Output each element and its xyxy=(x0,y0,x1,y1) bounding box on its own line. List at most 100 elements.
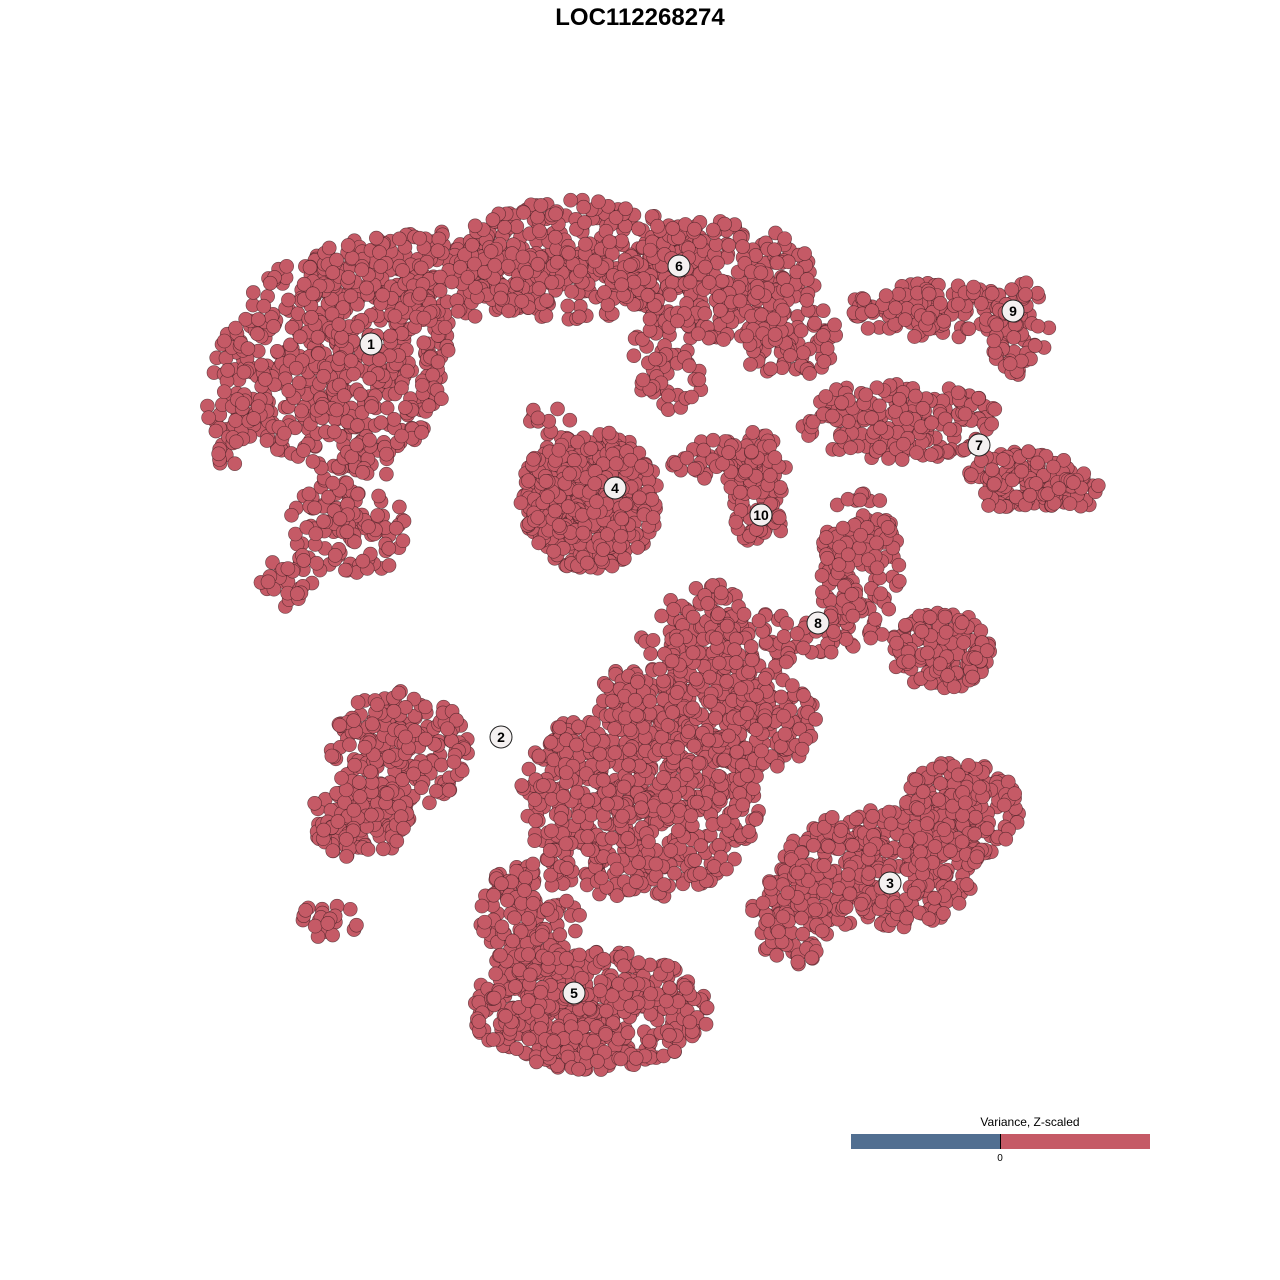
data-point xyxy=(544,823,559,839)
data-point xyxy=(795,926,811,942)
data-point xyxy=(833,429,848,445)
data-point xyxy=(441,782,457,798)
data-point xyxy=(477,914,492,930)
data-point xyxy=(338,562,353,578)
data-point xyxy=(796,688,811,703)
data-point xyxy=(899,910,915,926)
data-point xyxy=(386,411,402,427)
data-point xyxy=(532,223,547,239)
data-point xyxy=(305,454,321,469)
data-point xyxy=(643,646,658,662)
data-point xyxy=(706,859,722,874)
data-point xyxy=(861,866,877,881)
data-point xyxy=(552,720,568,735)
data-point xyxy=(392,499,407,515)
data-point xyxy=(620,1025,636,1040)
data-point xyxy=(937,865,952,880)
data-point xyxy=(613,1051,629,1067)
data-point xyxy=(281,292,296,308)
data-point xyxy=(796,345,811,361)
data-point xyxy=(739,328,755,344)
data-point xyxy=(527,792,543,807)
data-point xyxy=(660,402,676,417)
data-point xyxy=(284,507,299,523)
data-point xyxy=(867,611,883,627)
data-point xyxy=(967,826,983,842)
data-point xyxy=(309,555,324,571)
data-point xyxy=(923,447,939,463)
data-point xyxy=(418,699,433,715)
data-point xyxy=(769,948,785,963)
data-point xyxy=(375,287,390,303)
data-point xyxy=(987,401,1003,417)
data-point xyxy=(645,632,661,648)
data-point xyxy=(907,329,922,344)
data-point xyxy=(560,298,576,314)
data-point xyxy=(891,286,907,302)
data-point xyxy=(525,856,541,872)
data-point xyxy=(641,1033,657,1049)
data-point xyxy=(872,398,887,414)
data-point xyxy=(815,585,830,600)
data-point xyxy=(416,335,432,351)
data-point xyxy=(773,739,789,754)
data-point xyxy=(770,758,785,774)
data-point xyxy=(745,425,760,440)
data-point xyxy=(748,811,764,827)
data-point xyxy=(808,712,823,727)
data-point xyxy=(316,369,331,384)
chart-title: LOC112268274 xyxy=(555,4,725,31)
data-point xyxy=(251,312,266,327)
data-point xyxy=(571,309,587,325)
data-point xyxy=(365,716,380,732)
data-point xyxy=(596,951,612,967)
data-point xyxy=(711,837,727,853)
data-point xyxy=(342,737,357,753)
data-point xyxy=(667,865,682,881)
data-point xyxy=(292,329,308,345)
data-point xyxy=(428,783,444,799)
data-point xyxy=(814,568,830,583)
data-point xyxy=(643,1006,659,1022)
data-point xyxy=(699,1000,715,1016)
data-point xyxy=(616,958,632,974)
data-point xyxy=(572,947,587,963)
data-point xyxy=(684,389,699,405)
data-point xyxy=(559,893,574,909)
data-point xyxy=(622,742,637,758)
data-point xyxy=(564,284,579,299)
data-point xyxy=(662,980,677,996)
data-point xyxy=(933,776,948,791)
data-point xyxy=(514,778,530,793)
data-point xyxy=(474,898,490,914)
data-point xyxy=(250,326,265,342)
data-point xyxy=(513,495,529,511)
data-point xyxy=(298,903,313,918)
data-point xyxy=(227,456,243,471)
data-point xyxy=(425,367,440,383)
data-point xyxy=(434,757,449,773)
data-point xyxy=(815,303,831,318)
data-point xyxy=(712,791,727,807)
data-point xyxy=(961,321,977,337)
data-point xyxy=(437,320,453,335)
data-point xyxy=(1091,478,1106,493)
data-point xyxy=(736,606,752,622)
data-point xyxy=(509,219,525,234)
points-layer xyxy=(200,192,1106,1077)
data-point xyxy=(936,906,951,921)
data-point xyxy=(569,784,585,800)
data-point xyxy=(686,738,702,754)
data-point xyxy=(395,263,410,278)
data-point xyxy=(607,721,622,736)
data-point xyxy=(1021,444,1036,459)
data-point xyxy=(307,796,322,811)
data-point xyxy=(307,918,323,934)
data-point xyxy=(421,398,437,414)
data-point xyxy=(294,403,309,419)
data-point xyxy=(697,306,713,321)
data-point xyxy=(888,300,903,316)
data-point xyxy=(666,602,681,617)
data-point xyxy=(662,1027,677,1043)
data-point xyxy=(951,896,967,911)
